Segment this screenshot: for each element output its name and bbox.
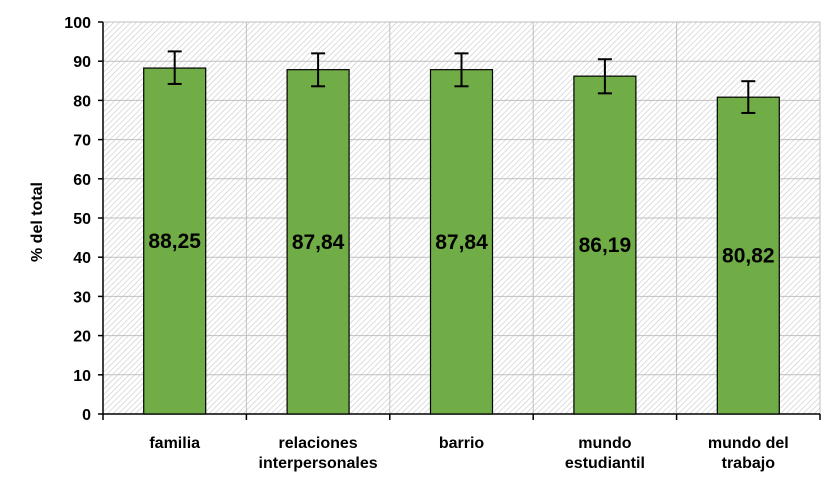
y-tick-label: 50 (73, 211, 91, 228)
data-label: 86,19 (579, 234, 632, 257)
y-tick-label: 30 (73, 289, 91, 306)
data-label: 87,84 (435, 231, 488, 254)
data-label: 80,82 (722, 245, 775, 268)
bar (716, 96, 780, 415)
y-tick-label: 70 (73, 133, 91, 150)
error-bar (454, 52, 469, 88)
y-axis: 0 10 20 30 40 50 60 70 80 90 100 (64, 15, 104, 424)
data-label: 88,25 (148, 230, 201, 253)
y-tick-label: 100 (64, 15, 91, 32)
x-category-label-line: estudiantil (565, 455, 645, 472)
x-category-label-line: mundo del (708, 435, 789, 452)
error-bar (597, 58, 612, 95)
x-category-label: familia (149, 435, 200, 452)
bars (143, 67, 780, 415)
x-axis: familia relaciones interpersonales barrio mu… (102, 413, 821, 472)
x-category-label: relaciones interpersonales (259, 435, 378, 472)
error-bar (311, 52, 326, 88)
data-labels: 88,25 87,84 87,84 86,19 80,82 (148, 230, 774, 268)
y-tick-label: 90 (73, 54, 91, 71)
y-tick-label: 60 (73, 172, 91, 189)
error-bar (741, 80, 756, 114)
y-axis-title: % del total (29, 182, 46, 262)
y-tick-label: 20 (73, 329, 91, 346)
x-category-label: mundo del trabajo (708, 435, 789, 472)
x-category-label-line: familia (149, 435, 200, 452)
x-category-label-line: mundo (578, 435, 632, 452)
y-tick-label: 80 (73, 93, 91, 110)
bar (573, 75, 637, 415)
x-category-label-line: relaciones (279, 435, 358, 452)
bar (286, 69, 350, 415)
x-category-label: barrio (439, 435, 485, 452)
bar (143, 67, 207, 415)
error-bar (167, 50, 182, 85)
y-tick-label: 0 (82, 407, 91, 424)
bar (429, 69, 494, 415)
x-category-label-line: interpersonales (259, 455, 378, 472)
data-label: 87,84 (292, 231, 345, 254)
y-tick-label: 10 (73, 368, 91, 385)
error-bars (167, 50, 756, 114)
x-category-label-line: trabajo (722, 455, 776, 472)
x-category-label: mundo estudiantil (565, 435, 645, 472)
y-tick-label: 40 (73, 250, 91, 267)
x-category-label-line: barrio (439, 435, 485, 452)
